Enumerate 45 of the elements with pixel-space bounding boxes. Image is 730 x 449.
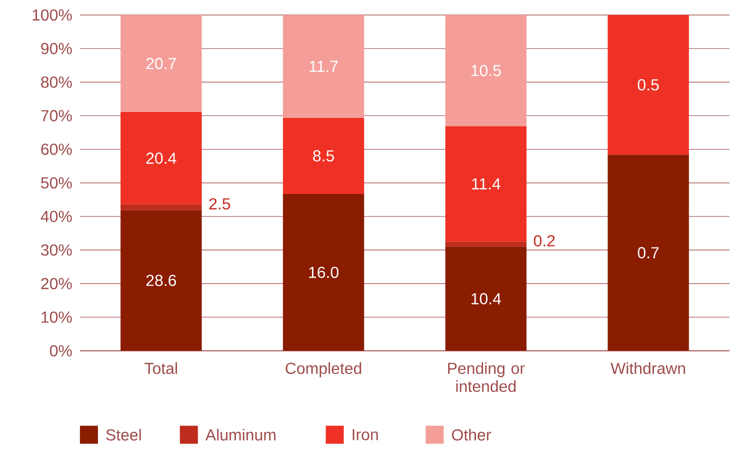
annotation: 10.5 <box>472 65 501 76</box>
bar <box>282 15 364 118</box>
y-tick-label: 90% <box>41 43 72 54</box>
y-tick-label: 40% <box>40 210 72 222</box>
bar <box>608 15 689 155</box>
bar <box>282 194 364 351</box>
legend-label: Iron <box>352 429 378 440</box>
bar <box>445 246 527 351</box>
y-tick-label: 50% <box>41 177 72 189</box>
x-tick-label: Pending or intended <box>448 362 525 392</box>
annotation: 0.7 <box>638 247 659 259</box>
annotation: 11.7 <box>310 61 338 72</box>
y-tick-label: 10% <box>42 312 72 323</box>
bar <box>445 15 527 126</box>
y-tick-label: 30% <box>41 244 72 256</box>
y-tick-label: 80% <box>41 76 72 88</box>
annotation: 28.6 <box>146 274 176 286</box>
annotation: 2.5 <box>209 198 230 210</box>
annotation: 8.5 <box>313 150 334 162</box>
bar <box>445 126 527 242</box>
legend-label: Steel <box>106 428 141 441</box>
annotation: 10.4 <box>472 293 502 305</box>
annotation: 11.4 <box>472 178 500 190</box>
bar <box>120 204 202 210</box>
bar <box>120 210 202 351</box>
bar <box>282 118 364 194</box>
bar <box>445 242 527 247</box>
y-tick-label: 100% <box>32 9 72 21</box>
annotation: 16.0 <box>309 266 338 278</box>
annotation: 0.2 <box>534 235 555 247</box>
legend-label: Aluminum <box>205 428 276 441</box>
y-tick-label: 20% <box>41 278 72 290</box>
x-tick-label: Total <box>144 362 177 374</box>
y-tick-label: 60% <box>41 144 72 156</box>
legend-label: Other <box>452 428 491 441</box>
y-tick-label: 70% <box>41 110 72 122</box>
annotation: 20.7 <box>146 58 176 70</box>
bar <box>120 15 202 112</box>
y-tick-label: 0% <box>50 345 72 357</box>
annotation: 20.4 <box>146 152 176 164</box>
bar <box>120 112 202 205</box>
annotation: 0.5 <box>638 79 659 91</box>
x-tick-label: Completed <box>286 362 362 378</box>
x-tick-label: Withdrawn <box>610 362 686 374</box>
bar <box>608 154 689 351</box>
